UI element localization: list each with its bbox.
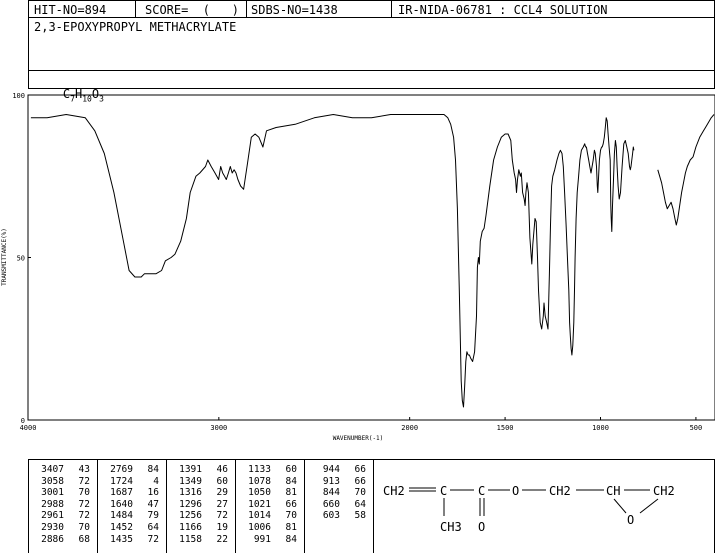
- peak-transmittance: 68: [78, 533, 90, 545]
- peak-transmittance: 70: [354, 487, 366, 499]
- peak-transmittance: 60: [216, 475, 228, 487]
- ir-info: IR-NIDA-06781 : CCL4 SOLUTION: [398, 3, 608, 17]
- peak-wavenumber: 2930: [41, 522, 64, 533]
- spectrum-trace: [657, 114, 715, 226]
- peak-wavenumber: 1078: [248, 475, 271, 487]
- x-tick-label: 1500: [497, 424, 514, 432]
- x-tick-label: 3000: [210, 424, 227, 432]
- peak-wavenumber: 1158: [179, 533, 202, 545]
- peak-wavenumber: 1014: [248, 510, 271, 522]
- peak-wavenumber: 1133: [248, 464, 271, 475]
- y-tick-label: 0: [21, 417, 25, 425]
- peak-wavenumber: 1349: [179, 475, 202, 487]
- peak-wavenumber: 991: [253, 533, 271, 545]
- x-tick-label: 2000: [401, 424, 418, 432]
- peak-wavenumber: 660: [322, 498, 340, 510]
- peak-transmittance: 70: [78, 487, 90, 499]
- peak-transmittance: 60: [285, 464, 297, 475]
- peak-wavenumber: 1391: [179, 464, 202, 475]
- peak-transmittance: 72: [147, 533, 159, 545]
- peak-transmittance: 47: [147, 498, 159, 510]
- peak-transmittance: 79: [147, 510, 159, 522]
- peak-table: [28, 459, 374, 553]
- peak-wavenumber: 1296: [179, 498, 202, 510]
- plot-frame: [27, 94, 715, 421]
- peak-wavenumber: 1435: [110, 533, 133, 545]
- peak-transmittance: 72: [78, 498, 90, 510]
- y-tick-label: 50: [17, 255, 25, 263]
- peak-transmittance: 81: [285, 487, 297, 499]
- peak-wavenumber: 1166: [179, 522, 202, 533]
- header-separator: [391, 1, 392, 18]
- peak-wavenumber: 913: [322, 475, 340, 487]
- peak-transmittance: 22: [216, 533, 228, 545]
- compound-name: 2,3-EPOXYPROPYL METHACRYLATE: [34, 20, 237, 34]
- peak-wavenumber: 603: [322, 510, 340, 522]
- peak-transmittance: 84: [147, 464, 159, 475]
- y-axis-label: TRANSMITTANCE(%): [1, 228, 8, 286]
- x-tick-label: 1000: [592, 424, 609, 432]
- score-field: SCORE= ( ): [145, 3, 239, 17]
- peak-wavenumber: 2886: [41, 533, 64, 545]
- structure-box: [373, 459, 715, 553]
- header-separator: [135, 1, 136, 18]
- peak-transmittance: 72: [78, 510, 90, 522]
- peak-transmittance: 4: [153, 475, 159, 487]
- peak-transmittance: 29: [216, 487, 228, 499]
- peak-transmittance: 46: [216, 464, 228, 475]
- peak-transmittance: 70: [285, 510, 297, 522]
- peak-transmittance: 72: [216, 510, 228, 522]
- peak-column-separator: [166, 460, 167, 553]
- x-tick-label: 500: [690, 424, 703, 432]
- hit-number: HIT-NO=894: [34, 3, 107, 17]
- peak-wavenumber: 3407: [41, 464, 64, 475]
- peak-wavenumber: 1050: [248, 487, 271, 499]
- peak-wavenumber: 844: [322, 487, 340, 499]
- x-tick-label: 4000: [20, 424, 37, 432]
- peak-wavenumber: 1316: [179, 487, 202, 499]
- sdbs-number: SDBS-NO=1438: [251, 3, 338, 17]
- peak-wavenumber: 2769: [110, 464, 133, 475]
- peak-transmittance: 27: [216, 498, 228, 510]
- peak-transmittance: 19: [216, 522, 228, 533]
- peak-wavenumber: 2961: [41, 510, 64, 522]
- peak-transmittance: 64: [147, 522, 159, 533]
- x-axis-label: WAVENUMBER(-1): [333, 435, 384, 442]
- header-separator: [246, 1, 247, 18]
- peak-transmittance: 84: [285, 475, 297, 487]
- peak-transmittance: 58: [354, 510, 366, 522]
- molecular-formula: C7H10O3: [62, 87, 104, 104]
- peak-wavenumber: 944: [322, 464, 340, 475]
- peak-wavenumber: 1484: [110, 510, 133, 522]
- peak-wavenumber: 1724: [110, 475, 133, 487]
- peak-wavenumber: 1256: [179, 510, 202, 522]
- peak-wavenumber: 1021: [248, 498, 271, 510]
- peak-wavenumber: 1006: [248, 522, 271, 533]
- peak-transmittance: 72: [78, 475, 90, 487]
- peak-transmittance: 66: [354, 475, 366, 487]
- peak-wavenumber: 3001: [41, 487, 64, 499]
- peak-transmittance: 66: [354, 464, 366, 475]
- peak-wavenumber: 1452: [110, 522, 133, 533]
- formula-divider: [29, 70, 714, 71]
- peak-transmittance: 81: [285, 522, 297, 533]
- y-tick-label: 100: [12, 92, 25, 100]
- peak-transmittance: 64: [354, 498, 366, 510]
- peak-transmittance: 66: [285, 498, 297, 510]
- peak-transmittance: 84: [285, 533, 297, 545]
- peak-transmittance: 70: [78, 522, 90, 533]
- peak-column-separator: [97, 460, 98, 553]
- peak-wavenumber: 2988: [41, 498, 64, 510]
- peak-column-separator: [304, 460, 305, 553]
- peak-transmittance: 43: [78, 464, 90, 475]
- peak-column-separator: [235, 460, 236, 553]
- peak-wavenumber: 3058: [41, 475, 64, 487]
- spectrum-trace: [30, 114, 635, 408]
- peak-transmittance: 16: [147, 487, 159, 499]
- peak-wavenumber: 1640: [110, 498, 133, 510]
- peak-wavenumber: 1687: [110, 487, 133, 499]
